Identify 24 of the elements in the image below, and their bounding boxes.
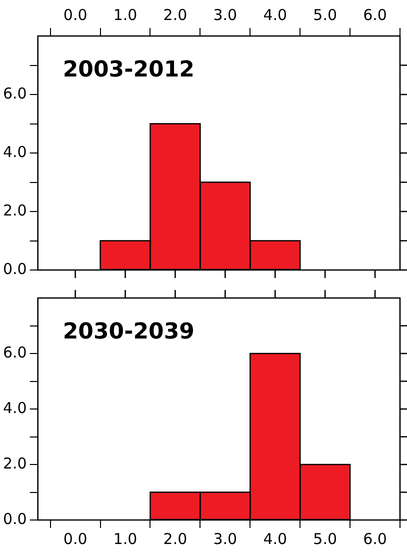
y-tick-label: 2.0 [2, 201, 27, 220]
x-tick-label: 5.0 [313, 6, 338, 24]
y-tick-label: 4.0 [2, 142, 27, 161]
y-tick-label: 0.0 [2, 260, 27, 278]
x-tick-label: 6.0 [363, 530, 387, 548]
y-tick-label: 4.0 [2, 398, 27, 417]
y-tick-label: 2.0 [2, 454, 27, 472]
x-tick-label: 4.0 [263, 6, 288, 24]
x-tick-label: 5.0 [313, 530, 338, 548]
text: 2003-2012 [62, 58, 194, 83]
x-tick-label: 1.0 [113, 530, 138, 548]
x-tick-label: 2.0 [163, 530, 188, 548]
x-tick-label: 3.0 [213, 6, 238, 24]
y-tick-label: 6.0 [2, 343, 27, 362]
x-tick-label: 4.0 [263, 530, 288, 548]
x-tick-label: 1.0 [113, 6, 138, 24]
x-tick-label: 0.0 [63, 6, 88, 24]
text: 2030-2039 [62, 320, 194, 345]
x-tick-label: 3.0 [213, 530, 238, 548]
y-tick-label: 0.0 [2, 510, 27, 528]
x-tick-label: 0.0 [63, 530, 88, 548]
x-tick-label: 6.0 [363, 6, 387, 24]
x-tick-label: 2.0 [163, 6, 188, 24]
y-tick-label: 6.0 [2, 84, 27, 102]
